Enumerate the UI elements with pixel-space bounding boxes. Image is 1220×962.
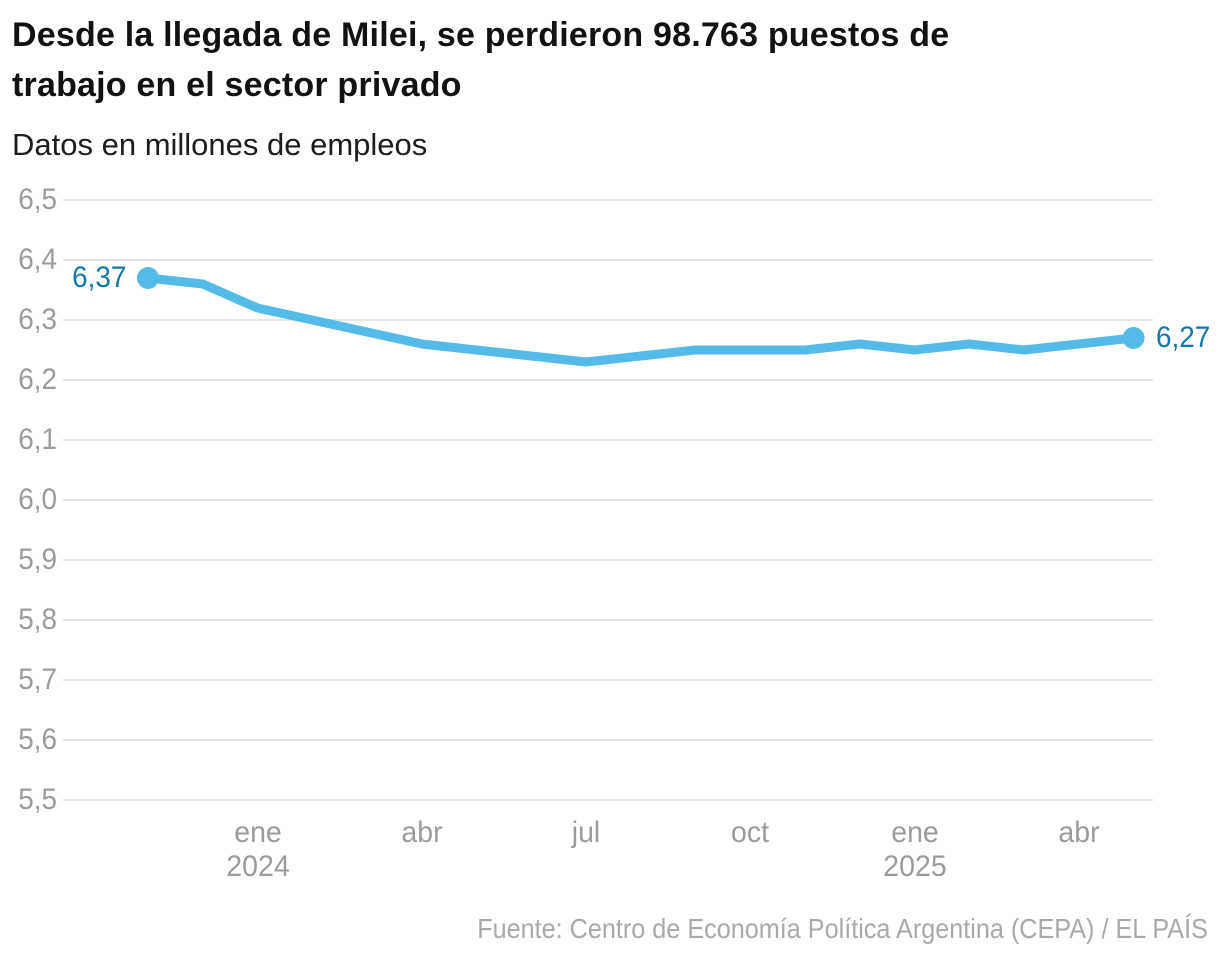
x-axis-year-label: 2024 [225,850,290,883]
y-axis-tick-label: 6,2 [18,363,57,396]
x-axis-tick-label: abr [401,816,443,849]
y-axis-tick-label: 5,9 [18,543,57,576]
y-axis-tick-label: 6,5 [18,183,57,216]
y-axis-tick-label: 6,3 [18,303,57,336]
endpoint-marker [137,267,159,289]
y-axis-tick-label: 5,7 [18,663,57,696]
x-axis-tick-label: abr [1058,816,1100,849]
endpoint-value-label: 6,37 [71,261,126,294]
x-axis-tick-label: ene [890,816,939,849]
y-axis-tick-label: 6,1 [18,423,57,456]
chart-title-line-2: trabajo en el sector privado [12,66,462,104]
y-axis-tick-label: 6,4 [18,243,57,276]
x-axis-tick-label: oct [731,816,770,849]
y-axis-tick-label: 5,8 [18,603,57,636]
chart-title-line-1: Desde la llegada de Milei, se perdieron … [12,16,950,54]
x-axis-year-label: 2025 [882,850,947,883]
source-credit: Fuente: Centro de Economía Política Arge… [477,913,1208,944]
employment-line [143,273,1138,367]
x-axis-tick-label: ene [233,816,282,849]
endpoint-marker [1122,327,1145,349]
chart-subtitle: Datos en millones de empleos [12,127,428,162]
y-axis-tick-label: 6,0 [18,483,57,516]
chart-title: Desde la llegada de Milei, se perdieron … [12,10,949,110]
endpoint-value-label: 6,27 [1155,321,1210,354]
y-axis-tick-label: 5,6 [18,723,57,756]
y-axis-tick-label: 5,5 [18,783,57,816]
x-axis-tick-label: jul [571,816,601,849]
